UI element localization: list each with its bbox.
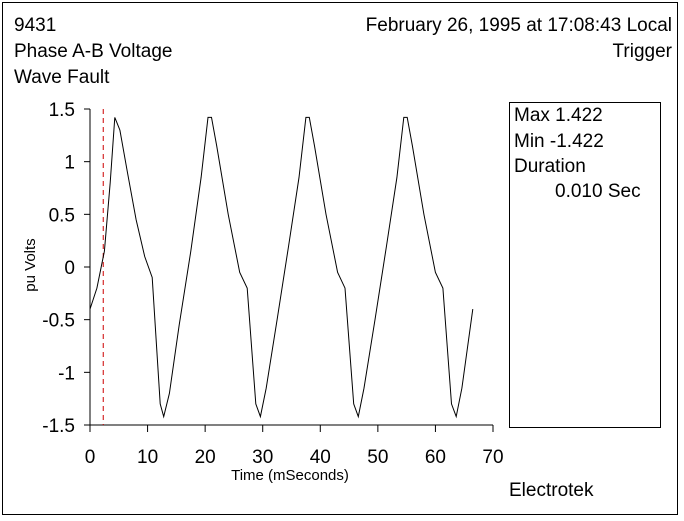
x-tick-label: 10 bbox=[137, 447, 158, 468]
header-left: 9431 Phase A-B Voltage Wave Fault bbox=[14, 14, 172, 92]
brand-label: Electrotek bbox=[509, 480, 594, 501]
event-type: Wave Fault bbox=[14, 67, 110, 88]
y-tick-label: 1 bbox=[64, 153, 75, 174]
y-tick-label: 0 bbox=[64, 258, 75, 279]
header-right: February 26, 1995 at 17:08:43 Local Trig… bbox=[366, 14, 672, 66]
y-tick-label: -1.5 bbox=[42, 416, 75, 437]
y-tick-label: -1 bbox=[58, 363, 75, 384]
duration-value: 0.010 Sec bbox=[555, 181, 641, 202]
x-tick-label: 20 bbox=[195, 447, 216, 468]
window-frame bbox=[2, 2, 678, 515]
event-timestamp: February 26, 1995 at 17:08:43 Local bbox=[365, 15, 672, 36]
y-tick-label: 1.5 bbox=[49, 100, 75, 121]
max-value: Max 1.422 bbox=[514, 105, 603, 126]
record-id: 9431 bbox=[14, 15, 57, 36]
y-axis-title: pu Volts bbox=[22, 238, 39, 291]
channel-title: Phase A-B Voltage bbox=[14, 41, 173, 62]
stats-panel: Max 1.422 Min -1.422 Duration 0.010 Sec bbox=[509, 102, 661, 428]
x-tick-label: 70 bbox=[482, 447, 503, 468]
x-tick-label: 30 bbox=[252, 447, 273, 468]
y-tick-label: 0.5 bbox=[49, 205, 75, 226]
x-tick-label: 40 bbox=[310, 447, 331, 468]
x-tick-label: 50 bbox=[367, 447, 388, 468]
voltage-waveform-line bbox=[89, 116, 474, 419]
x-axis-title: Time (mSeconds) bbox=[231, 467, 349, 484]
min-value: Min -1.422 bbox=[514, 131, 604, 152]
y-tick-label: -0.5 bbox=[42, 311, 75, 332]
duration-label: Duration bbox=[514, 156, 586, 177]
trigger-label: Trigger bbox=[612, 41, 672, 62]
x-tick-label: 60 bbox=[425, 447, 446, 468]
x-tick-label: 0 bbox=[85, 447, 96, 468]
